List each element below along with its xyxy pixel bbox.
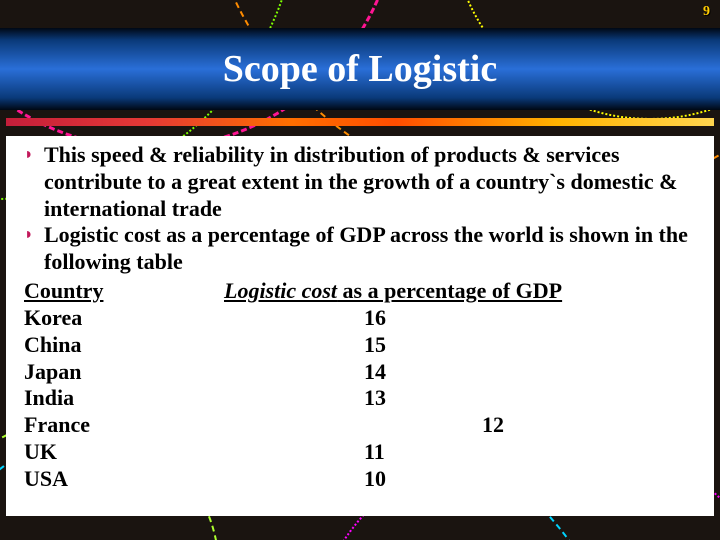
table-header-cost-rest: as a percentage of GDP <box>337 278 562 303</box>
table-header-country: Country <box>24 278 224 305</box>
cell-country: UK <box>24 439 224 466</box>
table-row: Korea 16 <box>24 305 696 332</box>
accent-bar <box>6 118 714 126</box>
cell-country: Japan <box>24 359 224 386</box>
table-header-cost-emph: Logistic cost <box>224 278 337 303</box>
cell-cost: 14 <box>224 359 696 386</box>
cell-country: USA <box>24 466 224 493</box>
table-row: UK 11 <box>24 439 696 466</box>
cell-country: Korea <box>24 305 224 332</box>
cell-cost: 12 <box>224 412 696 439</box>
cell-country: India <box>24 385 224 412</box>
cell-cost: 16 <box>224 305 696 332</box>
cell-cost: 10 <box>224 466 696 493</box>
page-number: 9 <box>703 4 710 20</box>
table-row: USA 10 <box>24 466 696 493</box>
table-row: India 13 <box>24 385 696 412</box>
table-row: Japan 14 <box>24 359 696 386</box>
table-header-cost: Logistic cost as a percentage of GDP <box>224 278 696 305</box>
slide-title: Scope of Logistic <box>223 47 497 91</box>
table-header-row: Country Logistic cost as a percentage of… <box>24 278 696 305</box>
bullet-text: Logistic cost as a percentage of GDP acr… <box>44 222 696 276</box>
cell-country: China <box>24 332 224 359</box>
cell-cost: 13 <box>224 385 696 412</box>
cell-country: France <box>24 412 224 439</box>
bullet-item: ◗ Logistic cost as a percentage of GDP a… <box>24 222 696 276</box>
content-box: ◗ This speed & reliability in distributi… <box>6 136 714 516</box>
bullet-marker-icon: ◗ <box>24 222 44 276</box>
bullet-text: This speed & reliability in distribution… <box>44 142 696 222</box>
table-row: France 12 <box>24 412 696 439</box>
title-band: Scope of Logistic <box>0 28 720 110</box>
slide: 9 Scope of Logistic ◗ This speed & relia… <box>0 0 720 540</box>
bullet-marker-icon: ◗ <box>24 142 44 222</box>
cell-cost: 11 <box>224 439 696 466</box>
cell-cost: 15 <box>224 332 696 359</box>
bullet-item: ◗ This speed & reliability in distributi… <box>24 142 696 222</box>
table-row: China 15 <box>24 332 696 359</box>
